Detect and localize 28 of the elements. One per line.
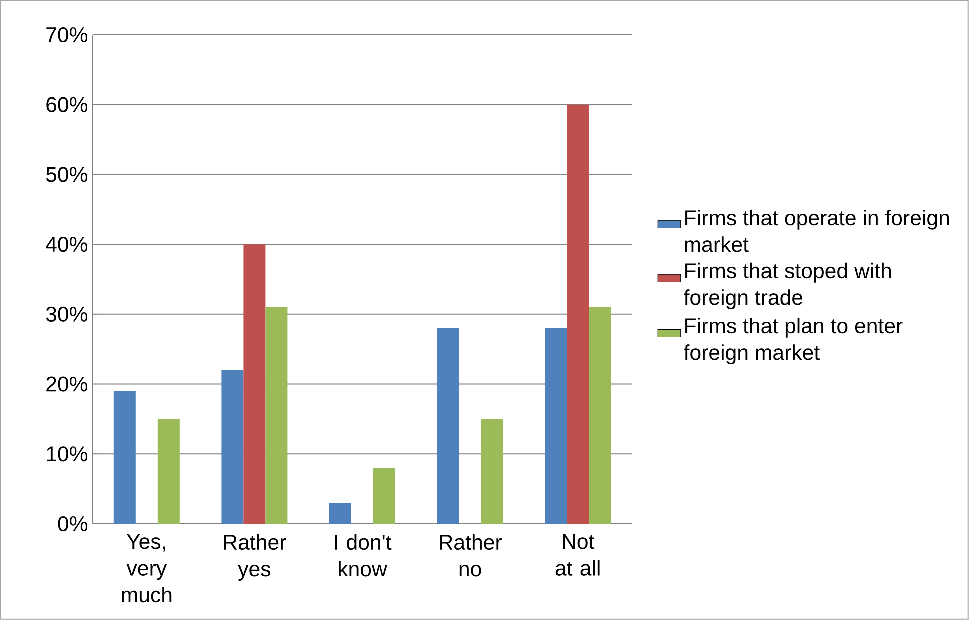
bar — [114, 391, 136, 524]
bar — [244, 244, 266, 524]
x-tick-label: Not at all — [556, 534, 600, 576]
x-tick-label: Yes, very much — [122, 534, 172, 603]
bar — [437, 328, 460, 524]
bar — [158, 419, 180, 524]
y-tick-label: 0% — [58, 516, 88, 532]
x-tick-label: Rather yes — [224, 534, 286, 581]
bar — [545, 328, 568, 524]
y-tick-label: 70% — [46, 27, 88, 43]
y-tick-label: 50% — [46, 167, 88, 182]
bar — [374, 468, 396, 524]
legend-label: Firms that operate in foreign market — [685, 210, 950, 252]
bar — [266, 307, 288, 524]
y-tick-label: 40% — [46, 237, 88, 252]
y-tick-label: 30% — [46, 306, 88, 322]
legend-label: Firms that plan to enter foreign market — [684, 318, 903, 365]
x-tick-label: Rather no — [440, 534, 502, 577]
bar — [567, 104, 590, 524]
x-tick-label: I don't know — [335, 534, 392, 577]
y-tick-label: 60% — [46, 97, 88, 112]
y-tick-label: 10% — [47, 446, 88, 462]
legend-label: Firms that stoped with foreign trade — [684, 262, 892, 310]
bar — [481, 419, 504, 524]
bar — [589, 307, 612, 524]
y-tick-label: 20% — [46, 376, 88, 392]
bar — [222, 370, 244, 524]
bar — [330, 503, 352, 524]
